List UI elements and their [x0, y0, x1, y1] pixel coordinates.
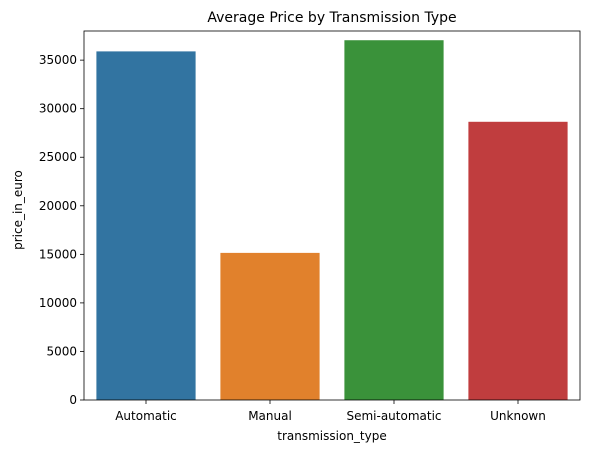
y-axis-ticks: 0 5000 10000 15000 20000 25000 30000 35000 [39, 53, 84, 407]
bar-semi-automatic [344, 40, 444, 400]
y-tick-label: 25000 [39, 150, 77, 164]
bars-group [96, 40, 568, 401]
plot-frame [83, 30, 581, 401]
chart-title: Average Price by Transmission Type [207, 10, 456, 26]
y-tick-label: 5000 [46, 344, 77, 358]
y-tick-label: 30000 [39, 102, 77, 116]
bar-automatic [96, 51, 196, 401]
bar-manual [220, 252, 320, 400]
x-tick-label: Unknown [490, 409, 546, 423]
x-tick-label: Semi-automatic [346, 409, 441, 423]
bar-unknown [468, 121, 568, 400]
y-axis-label: price_in_euro [11, 170, 25, 250]
x-tick-label: Manual [248, 409, 292, 423]
y-tick-label: 15000 [39, 247, 77, 261]
x-axis-label: transmission_type [277, 429, 386, 443]
y-tick-label: 20000 [39, 199, 77, 213]
y-tick-label: 0 [69, 393, 77, 407]
x-tick-label: Automatic [115, 409, 177, 423]
y-tick-label: 35000 [39, 53, 77, 67]
y-tick-label: 10000 [39, 296, 77, 310]
x-axis-ticks: Automatic Manual Semi-automatic Unknown [115, 400, 546, 423]
